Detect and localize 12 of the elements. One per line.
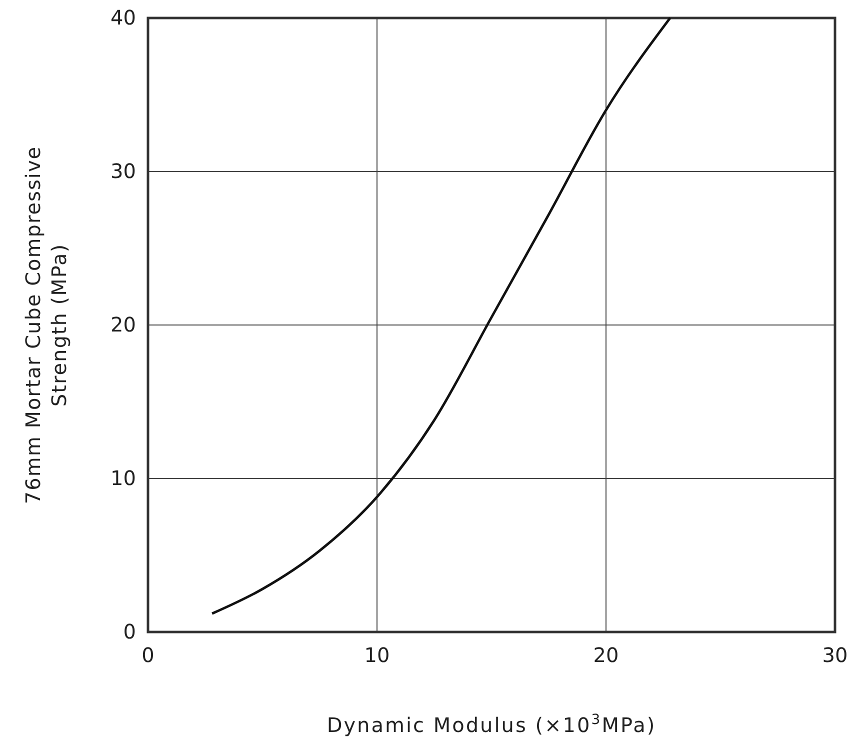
x-tick-label: 10 — [364, 643, 390, 668]
y-tick-label: 20 — [110, 312, 136, 336]
x-axis-title: Dynamic Modulus (×10$^{3}$MPa) — [326, 712, 656, 737]
y-tick-label: 30 — [110, 158, 136, 183]
x-tick-label: 30 — [822, 643, 848, 668]
y-axis-title: 76mm Mortar Cube Compressive Strength (MPa) — [21, 146, 71, 504]
x-tick-label: 20 — [593, 643, 619, 668]
x-tick-label: 0 — [142, 643, 154, 668]
y-tick-label: 10 — [110, 466, 136, 490]
y-tick-label: 0 — [123, 619, 136, 644]
y-tick-label: 40 — [110, 5, 136, 30]
line-series — [210, 16, 672, 615]
